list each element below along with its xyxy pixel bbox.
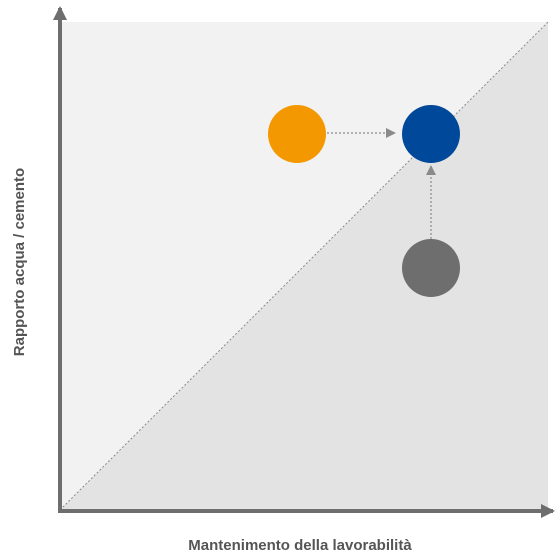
y-axis-label: Rapporto acqua / cemento (11, 168, 28, 356)
diagonal-line (59, 21, 549, 511)
gray-point (402, 239, 460, 297)
x-axis-label: Mantenimento della lavorabilità (188, 537, 412, 554)
orange-point (268, 105, 326, 163)
blue-point (402, 105, 460, 163)
